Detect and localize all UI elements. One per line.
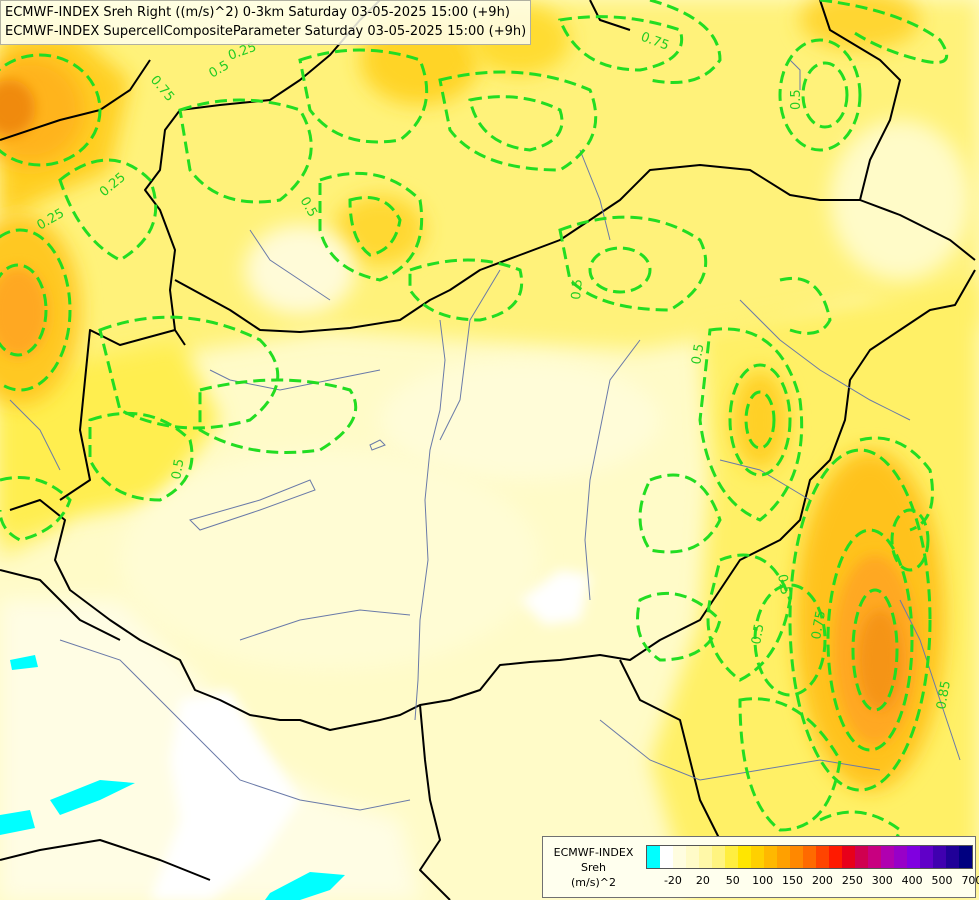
map-title-box: ECMWF-INDEX Sreh Right ((m/s)^2) 0-3km S…: [0, 0, 532, 45]
legend-swatch: [764, 846, 777, 868]
legend-tick: 100: [752, 874, 774, 887]
legend-label: ECMWF-INDEX Sreh (m/s)^2: [543, 845, 644, 890]
contour-label: 0.85: [934, 680, 954, 711]
legend-param: Sreh: [580, 861, 606, 874]
contour-label: 0.5: [749, 623, 767, 646]
legend-swatch: [920, 846, 933, 868]
legend-tick: 400: [901, 874, 923, 887]
legend-swatch: [699, 846, 712, 868]
scp-contours: [0, 0, 949, 862]
title-line-scp: ECMWF-INDEX SupercellCompositeParameter …: [5, 24, 527, 39]
legend-swatch: [868, 846, 881, 868]
contour-label: 0.5: [689, 343, 707, 366]
legend-ticks: -20 20 50 100 150 200 250 300 400 500 700: [646, 874, 979, 890]
legend-swatch: [946, 846, 959, 868]
contour-label: 0.5: [569, 278, 586, 300]
legend-swatch: [933, 846, 946, 868]
legend-tick: 300: [871, 874, 893, 887]
contour-label: 0.5: [774, 573, 792, 596]
legend-unit: (m/s)^2: [571, 876, 616, 889]
legend-tick: 20: [695, 874, 710, 887]
legend-swatch: [855, 846, 868, 868]
legend-tick: 150: [782, 874, 804, 887]
legend-swatch: [816, 846, 829, 868]
contour-label: 0.5: [789, 89, 804, 110]
legend-swatch: [829, 846, 842, 868]
legend-swatch: [959, 846, 972, 868]
title-line-sreh: ECMWF-INDEX Sreh Right ((m/s)^2) 0-3km S…: [5, 5, 510, 20]
legend-tick: -20: [663, 874, 682, 887]
legend-swatch: [842, 846, 855, 868]
contour-label: 0.75: [809, 610, 829, 641]
legend-swatch: [647, 846, 660, 868]
legend-swatch: [777, 846, 790, 868]
legend-swatch: [803, 846, 816, 868]
legend-swatch: [712, 846, 725, 868]
legend-tick: 500: [931, 874, 953, 887]
legend-swatch: [894, 846, 907, 868]
color-legend: ECMWF-INDEX Sreh (m/s)^2 -20 20 50 100 150 20…: [542, 836, 979, 898]
legend-swatch: [686, 846, 699, 868]
legend-swatch: [907, 846, 920, 868]
legend-swatch: [738, 846, 751, 868]
legend-swatch: [881, 846, 894, 868]
legend-swatch: [790, 846, 803, 868]
legend-color-bar: [646, 845, 973, 869]
legend-swatch: [673, 846, 686, 868]
legend-tick: 700: [961, 874, 979, 887]
legend-tick: 50: [725, 874, 740, 887]
legend-tick: 250: [841, 874, 863, 887]
legend-tick: 200: [811, 874, 833, 887]
legend-swatch: [751, 846, 764, 868]
rivers: [9, 59, 961, 811]
legend-swatch: [660, 846, 673, 868]
contour-label: 0.5: [169, 458, 187, 481]
legend-model: ECMWF-INDEX: [553, 846, 634, 859]
legend-swatch: [725, 846, 738, 868]
